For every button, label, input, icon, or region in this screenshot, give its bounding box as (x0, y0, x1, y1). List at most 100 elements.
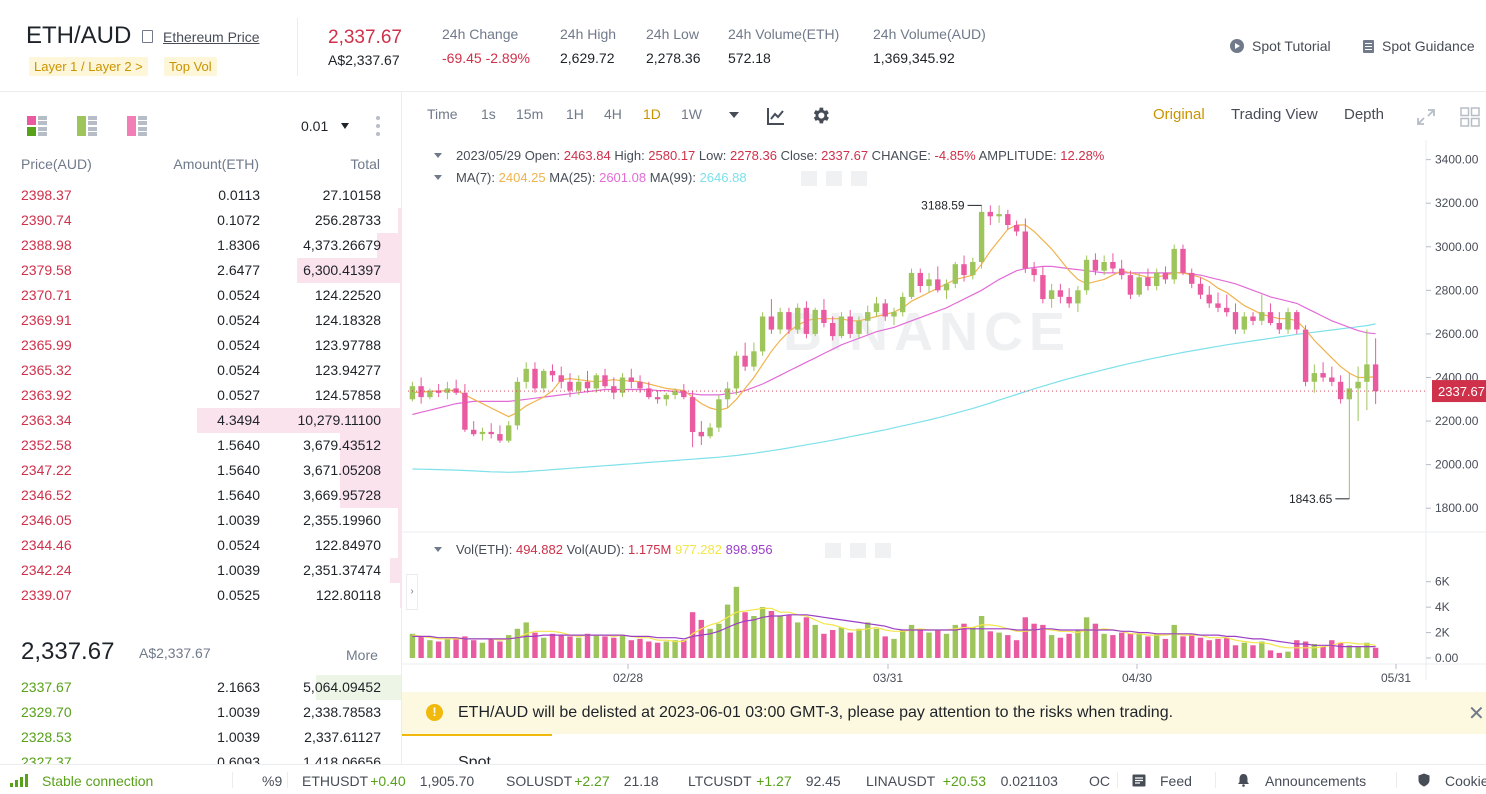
volume-bar[interactable] (681, 640, 687, 658)
candle-body[interactable] (873, 303, 880, 313)
candle-body[interactable] (628, 377, 634, 382)
volume-bar[interactable] (908, 624, 915, 658)
candle-body[interactable] (1294, 312, 1300, 330)
volume-bar[interactable] (444, 638, 451, 658)
volume-bar[interactable] (549, 633, 556, 658)
candle-body[interactable] (576, 381, 582, 391)
candle-body[interactable] (1162, 272, 1169, 280)
candle-body[interactable] (689, 397, 696, 432)
volume-bar[interactable] (891, 638, 897, 658)
candle-body[interactable] (1372, 364, 1379, 392)
volume-bar[interactable] (777, 616, 783, 658)
volume-bar[interactable] (602, 636, 608, 658)
volume-bar[interactable] (952, 624, 958, 658)
volume-bar[interactable] (1101, 633, 1107, 658)
candle-body[interactable] (506, 425, 512, 441)
volume-bar[interactable] (1241, 642, 1247, 658)
indicators-icon[interactable] (766, 106, 786, 126)
volume-bar[interactable] (795, 622, 801, 658)
volume-bar[interactable] (812, 624, 818, 658)
candle-body[interactable] (1075, 290, 1081, 304)
volume-bar[interactable] (1224, 637, 1230, 658)
ask-row[interactable]: 2342.24 1.0039 2,351.37474 (0, 558, 401, 583)
candle-body[interactable] (795, 307, 801, 330)
volume-bar[interactable] (1346, 645, 1352, 658)
candle-body[interactable] (514, 381, 521, 426)
candle-body[interactable] (681, 390, 687, 398)
candle-body[interactable] (1267, 312, 1274, 323)
candle-body[interactable] (865, 312, 871, 321)
candle-body[interactable] (584, 381, 591, 389)
volume-bar[interactable] (856, 628, 862, 658)
volume-bar[interactable] (830, 630, 836, 658)
volume-bar[interactable] (707, 628, 713, 658)
volume-settings-icon[interactable] (850, 543, 866, 558)
candle-body[interactable] (1171, 248, 1177, 280)
volume-bar[interactable] (759, 607, 766, 658)
view-original[interactable]: Original (1153, 106, 1205, 123)
volume-bar[interactable] (1013, 640, 1020, 658)
volume-bar[interactable] (523, 622, 529, 658)
layout-grid-icon[interactable] (1460, 107, 1480, 127)
more-link[interactable]: More (346, 647, 378, 663)
candle-body[interactable] (1154, 272, 1160, 286)
candle-body[interactable] (970, 262, 976, 276)
ask-row[interactable]: 2365.32 0.0524 123.94277 (0, 358, 401, 383)
volume-bar[interactable] (689, 612, 696, 658)
precision-select[interactable]: 0.01 (301, 118, 329, 134)
candle-body[interactable] (672, 390, 678, 395)
volume-bar[interactable] (882, 636, 888, 658)
volume-bar[interactable] (742, 612, 748, 658)
volume-bar[interactable] (1171, 624, 1177, 658)
candle-body[interactable] (1066, 296, 1072, 304)
volume-bar[interactable] (987, 631, 993, 658)
candle-body[interactable] (908, 272, 915, 297)
collapse-volume-icon[interactable] (434, 547, 442, 552)
candle-body[interactable] (900, 296, 906, 313)
volume-bar[interactable] (786, 614, 792, 658)
ask-row[interactable]: 2398.37 0.0113 27.10158 (0, 183, 401, 208)
volume-bar[interactable] (970, 627, 976, 659)
candle-body[interactable] (663, 394, 669, 400)
candle-body[interactable] (1092, 259, 1099, 271)
candle-body[interactable] (523, 368, 529, 382)
candle-body[interactable] (409, 386, 416, 400)
volume-bar[interactable] (558, 635, 564, 658)
candle-body[interactable] (1224, 307, 1230, 313)
hide-volume-icon[interactable] (825, 543, 841, 558)
candle-body[interactable] (1276, 323, 1282, 330)
bid-row[interactable]: 2337.67 2.1663 5,064.09452 (0, 675, 401, 700)
ethereum-price-link[interactable]: Ethereum Price (163, 29, 260, 45)
candle-body[interactable] (768, 316, 775, 330)
volume-bar[interactable] (1083, 617, 1090, 658)
ask-row[interactable]: 2339.07 0.0525 122.80118 (0, 583, 401, 608)
candle-body[interactable] (611, 386, 617, 393)
volume-bar[interactable] (427, 640, 433, 658)
volume-bar[interactable] (532, 632, 538, 658)
view-depth[interactable]: Depth (1344, 106, 1385, 123)
candle-body[interactable] (943, 283, 950, 291)
candle-body[interactable] (707, 427, 713, 437)
candle-body[interactable] (1241, 316, 1247, 330)
bid-row[interactable]: 2329.70 1.0039 2,338.78583 (0, 700, 401, 725)
volume-bar[interactable] (1005, 635, 1011, 658)
volume-bar[interactable] (1154, 633, 1160, 658)
candle-body[interactable] (488, 431, 494, 435)
volume-bar[interactable] (663, 641, 669, 659)
volume-bar[interactable] (821, 633, 827, 658)
volume-bar[interactable] (1031, 623, 1037, 658)
candle-body[interactable] (1022, 231, 1028, 269)
volume-bar[interactable] (961, 623, 967, 658)
candle-body[interactable] (891, 312, 897, 317)
announcements-link[interactable]: Announcements (1265, 773, 1367, 789)
candle-body[interactable] (996, 214, 1002, 217)
volume-bar[interactable] (926, 632, 932, 658)
volume-bar[interactable] (1355, 646, 1361, 658)
ask-row[interactable]: 2344.46 0.0524 122.84970 (0, 533, 401, 558)
remove-ma-icon[interactable] (851, 171, 867, 186)
candle-body[interactable] (1101, 262, 1107, 271)
document-icon[interactable] (142, 30, 153, 43)
candle-body[interactable] (1346, 388, 1352, 400)
candle-body[interactable] (637, 381, 643, 389)
mid-price[interactable]: 2,337.67 (21, 638, 115, 665)
